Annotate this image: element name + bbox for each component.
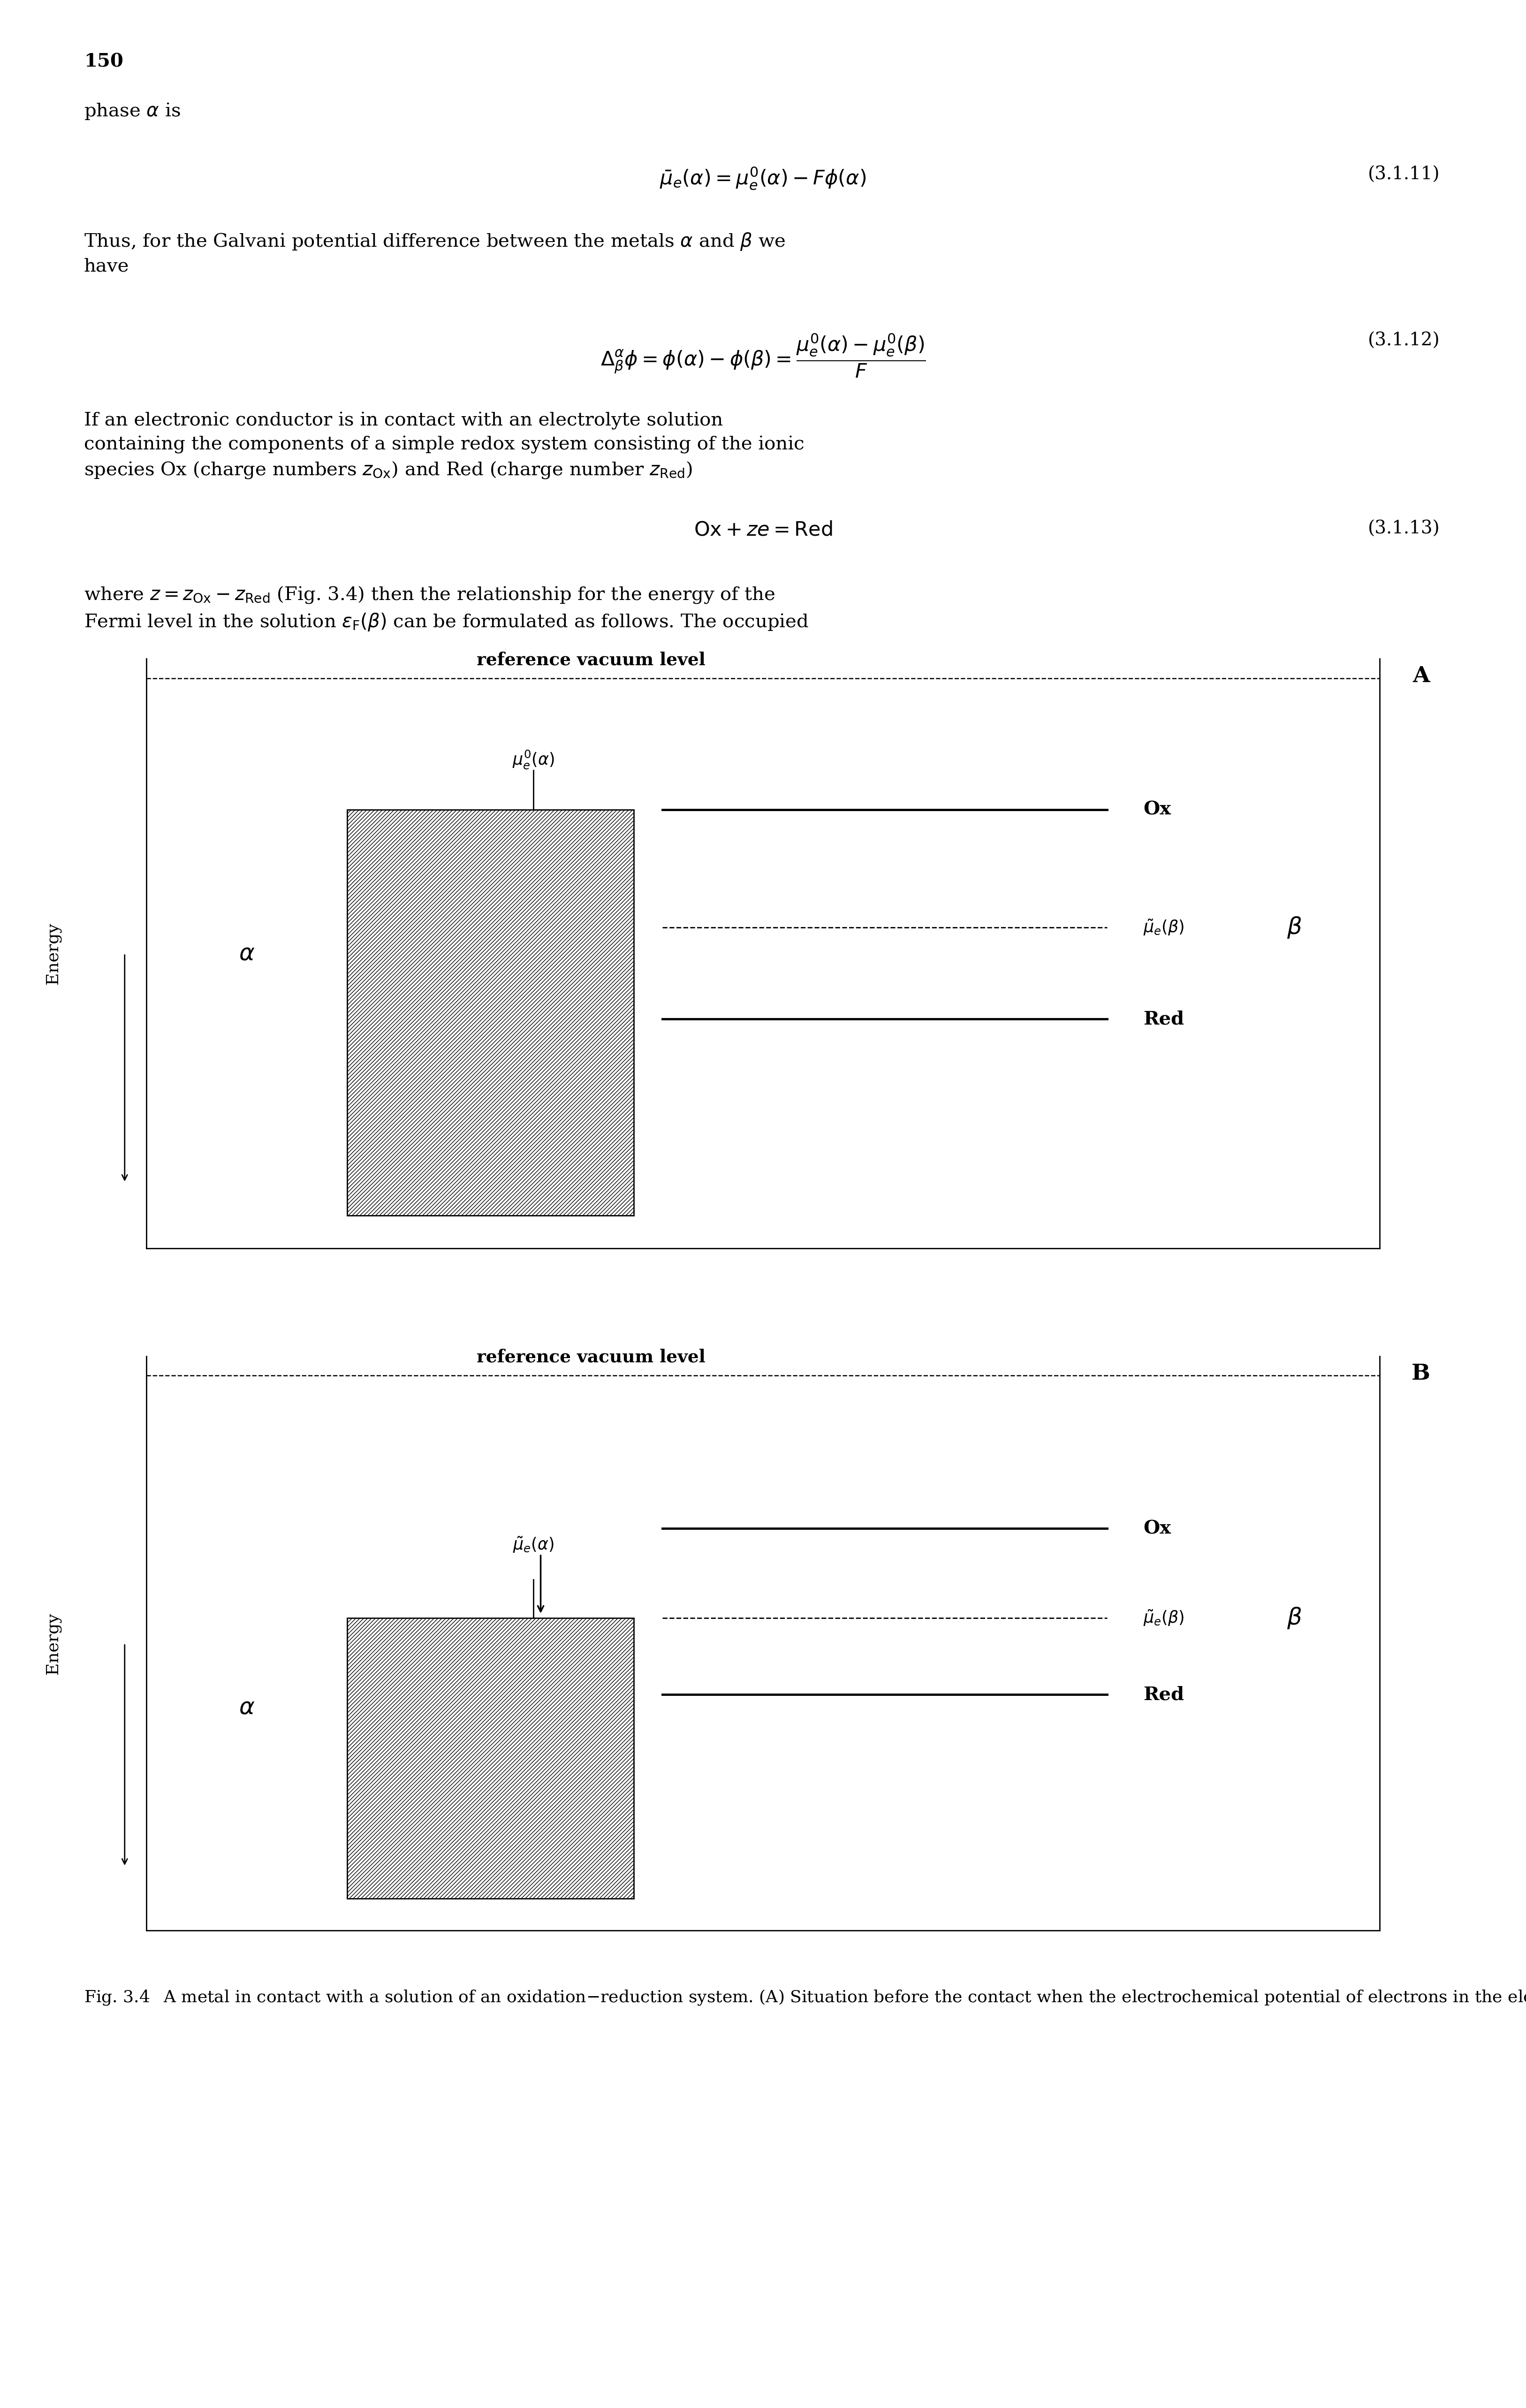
Text: $\mu^{0}_{e}(\alpha)$: $\mu^{0}_{e}(\alpha)$	[513, 749, 554, 771]
Text: (3.1.12): (3.1.12)	[1367, 332, 1441, 349]
Text: Thus, for the Galvani potential difference between the metals $\alpha$ and $\bet: Thus, for the Galvani potential differen…	[84, 231, 786, 275]
Text: where $z = z_{\mathrm{Ox}} - z_{\mathrm{Red}}$ (Fig. 3.4) then the relationship : where $z = z_{\mathrm{Ox}} - z_{\mathrm{…	[84, 585, 809, 633]
Text: $\mathrm{Ox} + ze = \mathrm{Red}$: $\mathrm{Ox} + ze = \mathrm{Red}$	[694, 520, 832, 539]
Text: B: B	[1412, 1363, 1430, 1385]
Text: $\tilde{\mu}_{e}(\beta)$: $\tilde{\mu}_{e}(\beta)$	[1143, 917, 1184, 937]
Text: reference vacuum level: reference vacuum level	[476, 650, 705, 669]
Text: Red: Red	[1143, 1009, 1184, 1028]
Text: $\beta$: $\beta$	[1286, 915, 1302, 939]
Text: Ox: Ox	[1143, 799, 1170, 819]
Text: $\alpha$: $\alpha$	[238, 1695, 255, 1719]
Text: $\tilde{\mu}_{e}(\alpha)$: $\tilde{\mu}_{e}(\alpha)$	[513, 1536, 554, 1553]
Text: (3.1.11): (3.1.11)	[1367, 166, 1441, 183]
Text: Fig. 3.4$\enspace$ A metal in contact with a solution of an oxidation$-$reductio: Fig. 3.4$\enspace$ A metal in contact wi…	[84, 1987, 1526, 2008]
Text: Energy: Energy	[44, 922, 61, 985]
Text: Energy: Energy	[44, 1613, 61, 1674]
Text: Red: Red	[1143, 1686, 1184, 1702]
Text: 150: 150	[84, 53, 124, 70]
Text: phase $\alpha$ is: phase $\alpha$ is	[84, 101, 180, 120]
Bar	[346, 809, 633, 1216]
Text: $\alpha$: $\alpha$	[238, 942, 255, 966]
Text: $\bar{\mu}_{e}(\alpha) = \mu^{0}_{e}(\alpha) - F\phi(\alpha)$: $\bar{\mu}_{e}(\alpha) = \mu^{0}_{e}(\al…	[659, 166, 867, 190]
Text: $\tilde{\mu}_{e}(\beta)$: $\tilde{\mu}_{e}(\beta)$	[1143, 1609, 1184, 1628]
Text: A: A	[1413, 665, 1430, 686]
Text: reference vacuum level: reference vacuum level	[476, 1348, 705, 1365]
Text: $\beta$: $\beta$	[1286, 1606, 1302, 1630]
Text: (3.1.13): (3.1.13)	[1367, 520, 1441, 537]
Bar	[346, 1618, 633, 1898]
Text: If an electronic conductor is in contact with an electrolyte solution
containing: If an electronic conductor is in contact…	[84, 412, 804, 479]
Text: $\Delta^{\alpha}_{\beta}\phi = \phi(\alpha) - \phi(\beta) = \dfrac{\mu^{0}_{e}(\: $\Delta^{\alpha}_{\beta}\phi = \phi(\alp…	[600, 332, 926, 378]
Text: Ox: Ox	[1143, 1519, 1170, 1539]
